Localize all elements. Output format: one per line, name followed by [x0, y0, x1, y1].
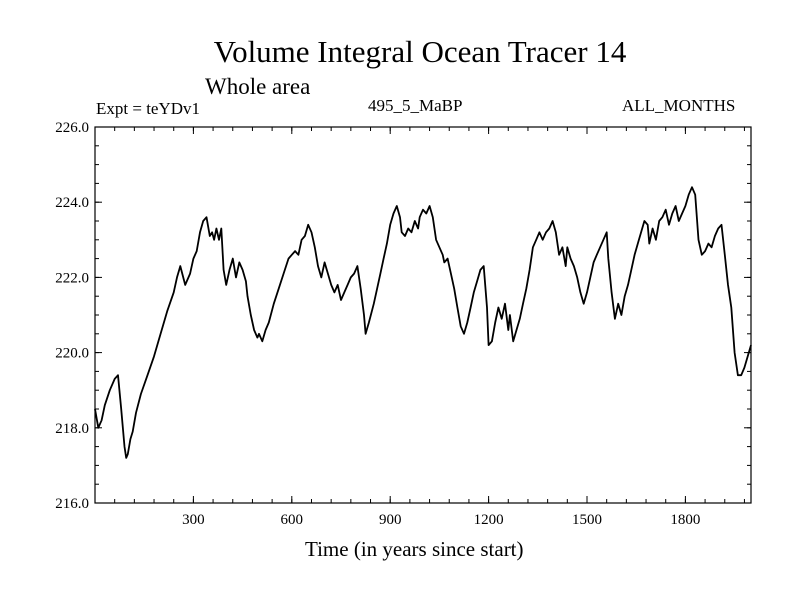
y-tick-label: 218.0: [55, 421, 89, 437]
x-tick-label: 900: [379, 512, 402, 528]
series-line: [94, 186, 752, 459]
y-tick-label: 224.0: [55, 195, 89, 211]
months-label: ALL_MONTHS: [622, 96, 736, 115]
chart-subtitle: Whole area: [205, 74, 311, 99]
y-axis: 216.0 218.0 220.0 222.0 224.0 226.0: [55, 120, 751, 512]
y-tick-label: 226.0: [55, 120, 89, 136]
x-tick-label: 1800: [670, 512, 700, 528]
x-tick-label: 1500: [572, 512, 602, 528]
y-tick-label: 220.0: [55, 346, 89, 362]
x-axis: 300 600 900 1200 1500 1800: [114, 127, 745, 528]
plot-frame: [94, 126, 752, 504]
y-tick-label: 222.0: [55, 270, 89, 286]
x-tick-label: 1200: [474, 512, 504, 528]
chart-title: Volume Integral Ocean Tracer 14: [213, 34, 627, 69]
x-tick-label: 300: [182, 512, 205, 528]
x-tick-label: 600: [281, 512, 304, 528]
y-tick-label: 216.0: [55, 496, 89, 512]
period-label: 495_5_MaBP: [368, 96, 463, 115]
x-axis-label: Time (in years since start): [305, 537, 524, 561]
experiment-label: Expt = teYDv1: [96, 99, 201, 118]
